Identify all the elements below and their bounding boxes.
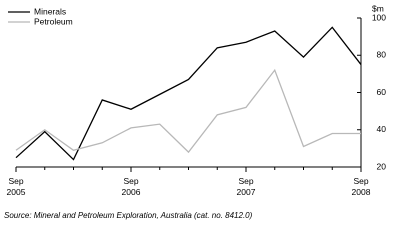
- source-note: Source: Mineral and Petroleum Exploratio…: [4, 211, 253, 220]
- y-tick-label: 40: [377, 124, 387, 134]
- legend-label: Petroleum: [34, 16, 73, 26]
- y-tick-label: 100: [372, 12, 386, 22]
- x-tick-label: Sep 2005: [7, 176, 26, 197]
- x-tick-label: Sep 2006: [122, 176, 141, 197]
- y-tick-label: 20: [377, 161, 387, 171]
- y-axis-label: $m: [372, 3, 384, 13]
- series-line: [15, 68, 361, 154]
- legend-label: Minerals: [34, 6, 66, 16]
- y-tick-label: 60: [377, 87, 387, 97]
- chart: $m Source: Mineral and Petroleum Explora…: [4, 3, 387, 220]
- x-tick-label: Sep 2008: [352, 176, 371, 197]
- series-line: [15, 26, 362, 161]
- x-tick-label: Sep 2007: [237, 176, 256, 197]
- y-tick-label: 80: [377, 50, 387, 60]
